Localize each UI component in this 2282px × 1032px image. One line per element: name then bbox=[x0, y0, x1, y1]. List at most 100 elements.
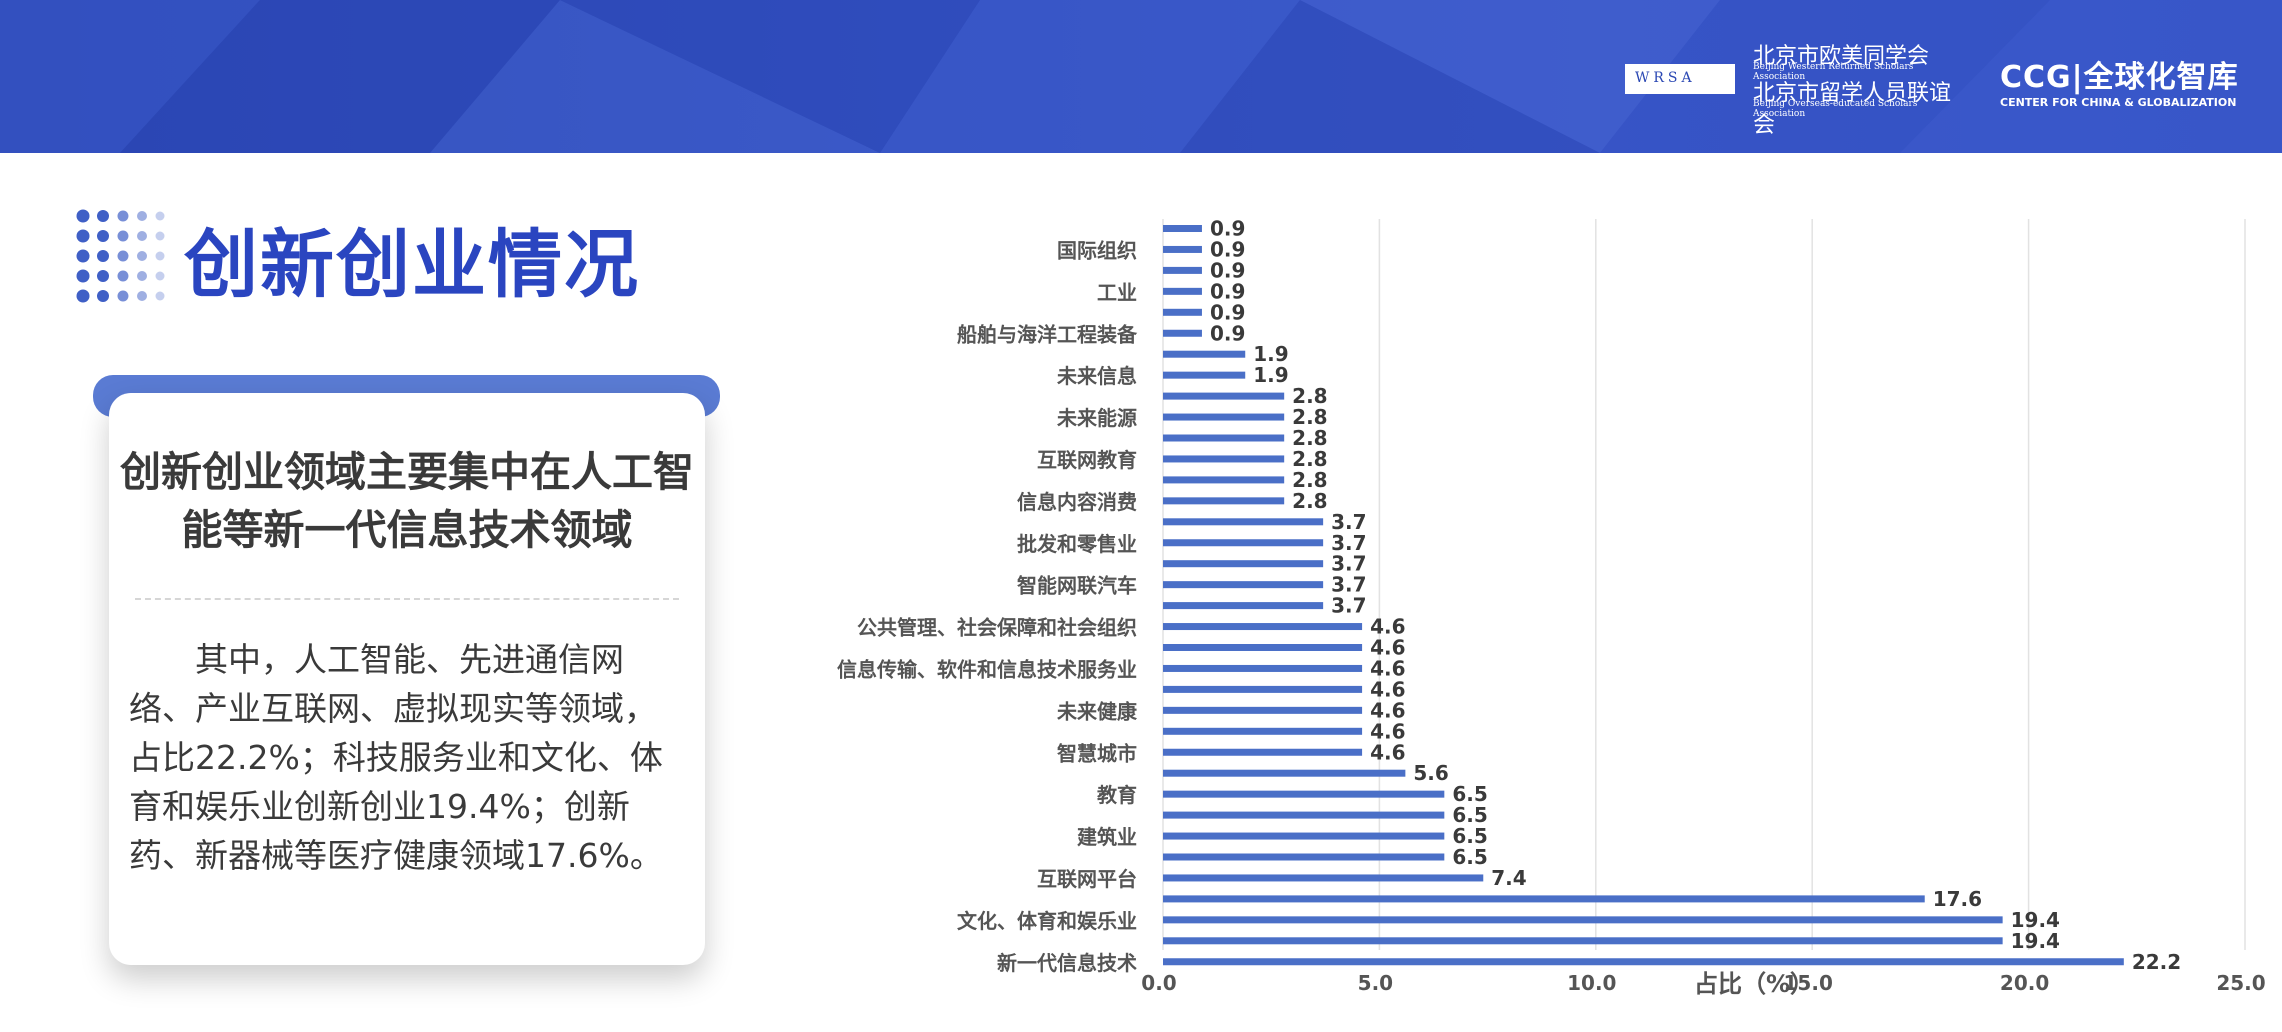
ccg-logo: CCG|全球化智库 CENTER FOR CHINA & GLOBALIZATI… bbox=[2000, 52, 2239, 109]
bar bbox=[1163, 476, 1285, 484]
category-label: 未来能源 bbox=[1057, 406, 1137, 430]
bar-value-label: 4.6 bbox=[1370, 615, 1405, 639]
bar bbox=[1163, 350, 1246, 358]
bar bbox=[1163, 790, 1445, 798]
bar-value-label: 7.4 bbox=[1491, 866, 1526, 890]
x-tick-label: 25.0 bbox=[2216, 971, 2265, 995]
chart-labels: 0.0 5.0 10.0 15.0 20.0 25.00.90.9国际组织0.90.9工业… bbox=[837, 217, 2266, 996]
bar-value-label: 2.8 bbox=[1292, 405, 1327, 429]
card-divider bbox=[135, 598, 679, 600]
bar-value-label: 3.7 bbox=[1331, 573, 1366, 597]
bar-value-label: 4.6 bbox=[1370, 719, 1405, 743]
bar-value-label: 5.6 bbox=[1413, 761, 1448, 785]
x-tick-label: 10.0 bbox=[1567, 971, 1616, 995]
header-banner: WRSA 北京市欧美同学会 Beijing Western Returned S… bbox=[0, 0, 2282, 153]
bar-value-label: 6.5 bbox=[1452, 845, 1487, 869]
bar bbox=[1163, 245, 1202, 253]
bar bbox=[1163, 392, 1285, 400]
bar-value-label: 22.2 bbox=[2132, 950, 2181, 974]
ccg-english-name: CENTER FOR CHINA & GLOBALIZATION bbox=[2000, 96, 2237, 109]
bar bbox=[1163, 623, 1363, 631]
bar-value-label: 3.7 bbox=[1331, 594, 1366, 618]
bar-value-label: 0.9 bbox=[1210, 217, 1245, 241]
bar-value-label: 4.6 bbox=[1370, 698, 1405, 722]
bar-value-label: 6.5 bbox=[1452, 824, 1487, 848]
card-heading: 创新创业领域主要集中在人工智能等新一代信息技术领域 bbox=[120, 448, 694, 554]
bar bbox=[1163, 811, 1445, 819]
bar bbox=[1163, 832, 1445, 840]
x-axis-title: 占比（%） bbox=[1694, 970, 1814, 998]
bar bbox=[1163, 706, 1363, 714]
bar-value-label: 6.5 bbox=[1452, 782, 1487, 806]
bar-value-label: 2.8 bbox=[1292, 384, 1327, 408]
bar bbox=[1163, 664, 1363, 672]
wrsa-emblem bbox=[1625, 64, 1735, 94]
bar bbox=[1163, 769, 1406, 777]
category-label: 批发和零售业 bbox=[1017, 532, 1137, 556]
chart-bars bbox=[1163, 225, 2124, 966]
category-label: 信息内容消费 bbox=[1017, 490, 1137, 514]
bar bbox=[1163, 371, 1246, 379]
bar-value-label: 0.9 bbox=[1210, 321, 1245, 345]
category-label: 智慧城市 bbox=[1057, 741, 1137, 765]
x-tick-label: 5.0 bbox=[1358, 971, 1393, 995]
bar bbox=[1163, 937, 2003, 945]
bar bbox=[1163, 539, 1324, 547]
bar bbox=[1163, 225, 1202, 232]
bar-value-label: 4.6 bbox=[1370, 677, 1405, 701]
header-background-pattern bbox=[0, 0, 2282, 153]
association-name-cn-1: 北京市欧美同学会 bbox=[1753, 44, 1930, 69]
bar bbox=[1163, 916, 2003, 924]
bar-value-label: 3.7 bbox=[1331, 510, 1366, 534]
x-tick-label: 20.0 bbox=[2000, 971, 2049, 995]
bar bbox=[1163, 308, 1202, 316]
category-label: 新一代信息技术 bbox=[997, 951, 1137, 975]
bar-value-label: 2.8 bbox=[1292, 468, 1327, 492]
chart-gridlines bbox=[1162, 219, 2246, 950]
bar-value-label: 2.8 bbox=[1292, 447, 1327, 471]
bar bbox=[1163, 874, 1484, 882]
x-tick-label: 15.0 bbox=[1784, 971, 1833, 995]
category-label: 互联网平台 bbox=[1037, 867, 1137, 891]
ccg-name: CCG|全球化智库 bbox=[2000, 60, 2239, 95]
bar-value-label: 17.6 bbox=[1933, 887, 1982, 911]
bar-value-label: 1.9 bbox=[1253, 363, 1288, 387]
bar-value-label: 2.8 bbox=[1292, 426, 1327, 450]
bar-value-label: 0.9 bbox=[1210, 300, 1245, 324]
bar bbox=[1163, 266, 1202, 274]
category-label: 信息传输、软件和信息技术服务业 bbox=[837, 657, 1137, 681]
page-title: 创新创业情况 bbox=[184, 222, 640, 308]
category-label: 互联网教育 bbox=[1037, 448, 1137, 472]
bar bbox=[1163, 413, 1285, 421]
bar bbox=[1163, 455, 1285, 463]
bar-value-label: 1.9 bbox=[1253, 342, 1288, 366]
category-label: 公共管理、社会保障和社会组织 bbox=[857, 616, 1137, 640]
wrsa-mark: WRSA bbox=[1635, 70, 1696, 86]
bar bbox=[1163, 434, 1285, 442]
association-name-cn-2: 北京市留学人员联谊会 bbox=[1753, 81, 1952, 138]
category-label: 智能网联汽车 bbox=[1017, 574, 1137, 598]
category-label: 船舶与海洋工程装备 bbox=[957, 322, 1138, 346]
category-label: 未来健康 bbox=[1057, 699, 1138, 723]
bar bbox=[1163, 685, 1363, 693]
summary-card: 创新创业领域主要集中在人工智能等新一代信息技术领域 其中，人工智能、先进通信网络… bbox=[109, 393, 705, 965]
bar bbox=[1163, 853, 1445, 861]
bar-value-label: 2.8 bbox=[1292, 489, 1327, 513]
bar bbox=[1163, 748, 1363, 756]
category-label: 建筑业 bbox=[1077, 825, 1137, 849]
bar bbox=[1163, 329, 1202, 337]
bar-value-label: 4.6 bbox=[1370, 656, 1405, 680]
category-label: 国际组织 bbox=[1057, 238, 1137, 262]
bar-value-label: 19.4 bbox=[2011, 929, 2060, 953]
association-name-en-2: Beijing Overseas-educated Scholars Assoc… bbox=[1753, 99, 1918, 119]
bar-value-label: 6.5 bbox=[1452, 803, 1487, 827]
category-label: 未来信息 bbox=[1057, 364, 1137, 388]
bar bbox=[1163, 581, 1324, 589]
bar-value-label: 0.9 bbox=[1210, 258, 1245, 282]
card-body-text: 其中，人工智能、先进通信网络、产业互联网、虚拟现实等领域，占比22.2%；科技服… bbox=[129, 640, 663, 875]
bar bbox=[1163, 727, 1363, 735]
x-tick-label: 0.0 bbox=[1141, 971, 1176, 995]
bar-value-label: 0.9 bbox=[1210, 237, 1245, 261]
bar-value-label: 4.6 bbox=[1370, 740, 1405, 764]
